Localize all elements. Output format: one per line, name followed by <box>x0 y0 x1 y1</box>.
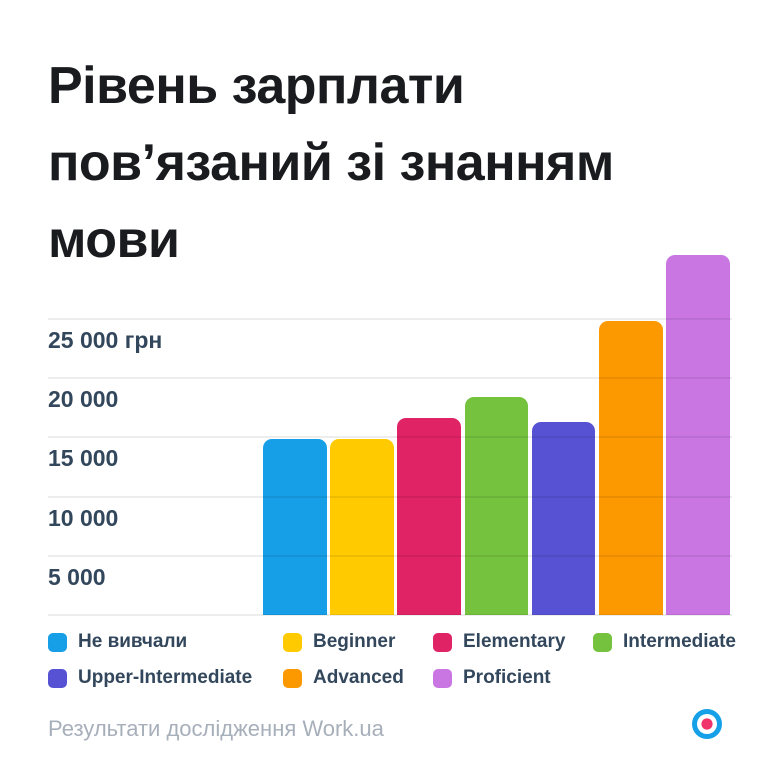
bar-intermediate <box>464 396 529 615</box>
page-title-line: мови <box>48 211 180 269</box>
legend-swatch <box>283 668 302 688</box>
legend-swatch <box>433 632 452 652</box>
legend-label: Не вивчали <box>78 631 188 652</box>
legend-item-intermediate: Intermediate <box>593 631 736 652</box>
legend-item-no-english: Не вивчали <box>48 631 188 652</box>
gridline <box>48 377 732 380</box>
y-tick-label: 20 000 <box>48 386 119 413</box>
page-title-line: пов’язаний зі знанням <box>48 134 614 192</box>
bar-elementary <box>397 418 461 615</box>
legend-label: Proficient <box>463 667 551 688</box>
legend-label: Intermediate <box>623 631 736 652</box>
legend-item-advanced: Advanced <box>283 667 404 688</box>
legend-item-beginner: Beginner <box>283 631 396 652</box>
bar-beginner <box>330 439 394 615</box>
legend-swatch <box>48 632 67 652</box>
work-ua-logo <box>692 709 722 739</box>
y-tick-label: 10 000 <box>48 504 119 531</box>
y-tick-label: 5 000 <box>48 563 106 590</box>
legend-label: Advanced <box>313 667 404 688</box>
source-caption: Результати дослідження Work.ua <box>48 716 384 741</box>
legend-swatch <box>283 632 302 652</box>
legend-item-elementary: Elementary <box>433 631 566 652</box>
bar-upper-intermediate <box>531 422 596 615</box>
x-axis-line <box>48 614 732 616</box>
gridline <box>48 495 732 498</box>
page-title-line: Рівень зарплати <box>48 57 465 115</box>
bar-no-english <box>263 438 327 615</box>
legend-label: Elementary <box>463 631 566 652</box>
bar-advanced <box>599 320 663 615</box>
legend-label: Beginner <box>313 631 396 652</box>
legend-swatch <box>433 668 452 688</box>
page-title: Рівень зарплати пов’язаний зі знанням мо… <box>48 48 738 279</box>
bar-proficient <box>666 255 730 615</box>
legend-swatch <box>593 632 612 652</box>
legend-item-proficient: Proficient <box>433 667 551 688</box>
legend-swatch <box>48 668 67 688</box>
legend-label: Upper-Intermediate <box>78 667 253 688</box>
gridline <box>48 436 732 439</box>
legend-item-upper-intermediate: Upper-Intermediate <box>48 667 253 688</box>
y-tick-label: 25 000 грн <box>48 327 163 353</box>
y-tick-label: 15 000 <box>48 445 119 472</box>
gridline <box>48 318 732 320</box>
gridline <box>48 554 732 557</box>
